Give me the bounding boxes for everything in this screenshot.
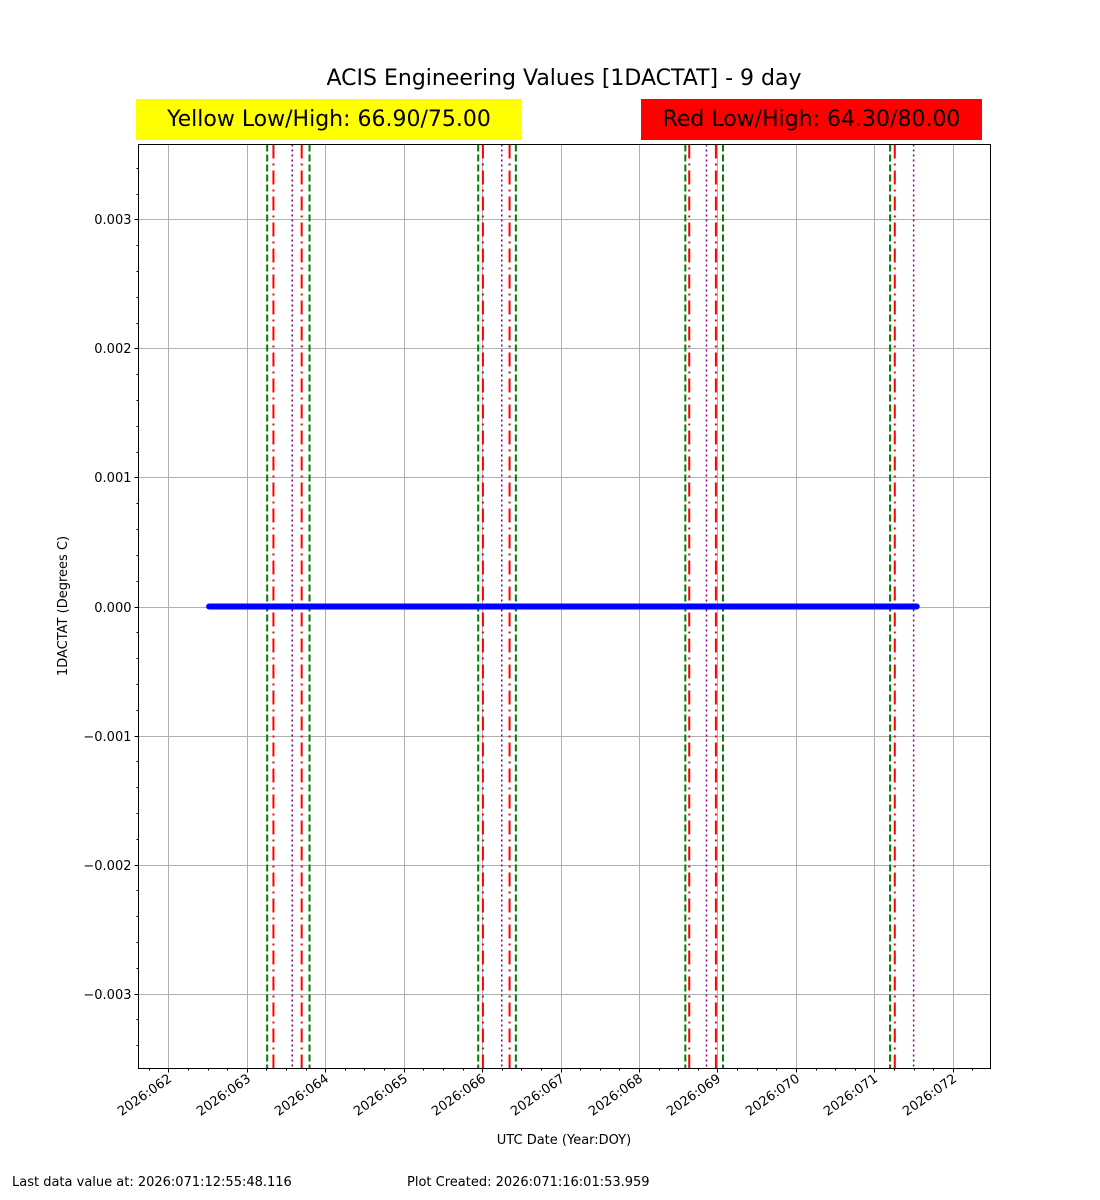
y-tick-label: 0.003 bbox=[94, 213, 131, 228]
x-tick-label: 2026:071 bbox=[821, 1071, 881, 1119]
last-data-value: Last data value at: 2026:071:12:55:48.11… bbox=[12, 1175, 292, 1190]
plot-created: Plot Created: 2026:071:16:01:53.959 bbox=[407, 1175, 650, 1190]
x-tick-label: 2026:068 bbox=[586, 1071, 646, 1119]
y-tick-label: −0.002 bbox=[83, 859, 131, 874]
y-tick-label: 0.002 bbox=[94, 342, 131, 357]
x-tick-label: 2026:066 bbox=[429, 1071, 489, 1119]
x-axis-label: UTC Date (Year:DOY) bbox=[497, 1133, 631, 1148]
y-tick-label: 0.001 bbox=[94, 471, 131, 486]
plot-frame bbox=[138, 144, 991, 1069]
yellow-limits-badge: Yellow Low/High: 66.90/75.00 bbox=[136, 99, 522, 140]
y-tick-label: −0.003 bbox=[83, 988, 131, 1003]
x-tick-label: 2026:070 bbox=[743, 1071, 803, 1119]
chart-title: ACIS Engineering Values [1DACTAT] - 9 da… bbox=[326, 66, 802, 91]
x-tick-label: 2026:065 bbox=[351, 1071, 411, 1119]
x-tick-label: 2026:062 bbox=[115, 1071, 175, 1119]
ticks-layer: −0.003 −0.002 −0.001 0.000 0.001 0.002 0.003 20… bbox=[83, 168, 973, 1119]
y-tick-label: −0.001 bbox=[83, 730, 131, 745]
x-tick-label: 2026:063 bbox=[194, 1071, 254, 1119]
red-limits-badge: Red Low/High: 64.30/80.00 bbox=[641, 99, 982, 140]
y-tick-label: 0.000 bbox=[94, 601, 131, 616]
x-tick-label: 2026:067 bbox=[508, 1071, 568, 1119]
x-tick-label: 2026:072 bbox=[900, 1071, 960, 1119]
x-tick-label: 2026:064 bbox=[272, 1071, 332, 1119]
x-tick-label: 2026:069 bbox=[664, 1071, 724, 1119]
y-axis-label: 1DACTAT (Degrees C) bbox=[56, 536, 71, 676]
